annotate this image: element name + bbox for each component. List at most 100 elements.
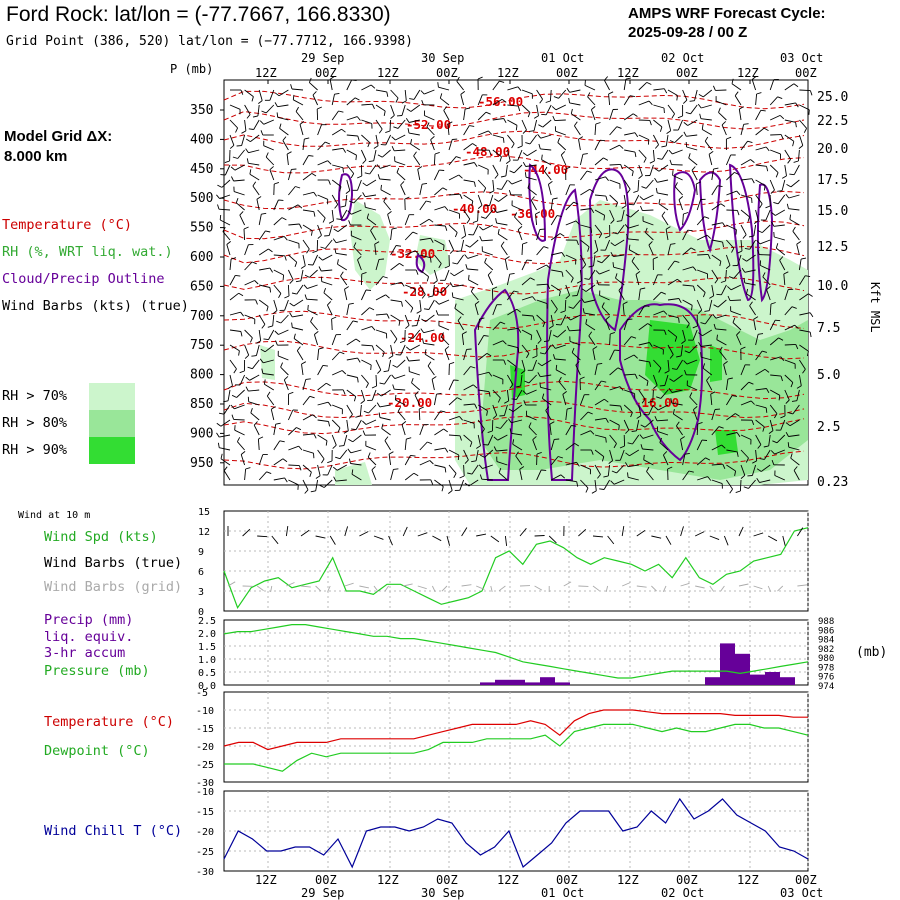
wind-barb — [244, 329, 253, 339]
wind-barb — [740, 364, 746, 376]
wind-barb-flag — [692, 266, 697, 271]
precip-bar-7 — [720, 643, 735, 685]
wind-barb — [793, 470, 800, 481]
wind-barb — [388, 359, 392, 371]
wind-barb — [759, 239, 771, 245]
wind-barb-flag — [479, 454, 485, 458]
wind-barb-flag — [383, 110, 386, 116]
wind-barb — [302, 433, 314, 436]
wind-barb-flag — [771, 459, 775, 465]
grid-wind-barb-26 — [605, 585, 609, 593]
wind-barb-flag — [511, 398, 517, 400]
wind-barb-flag — [778, 395, 781, 401]
top-date-label-3: 02 Oct — [661, 51, 704, 65]
wind-barb-flag — [501, 98, 507, 103]
wind-barb — [521, 359, 526, 371]
wind-barb — [284, 299, 289, 311]
wind-barb — [507, 359, 517, 367]
wind-barb-flag — [357, 357, 361, 363]
wind-barb — [517, 229, 523, 241]
wind-barb — [569, 340, 581, 346]
wind-barb — [686, 134, 698, 137]
wind-barb-flag — [266, 391, 271, 397]
wind-barb-flag — [473, 162, 478, 167]
wind-barb-flag — [597, 260, 602, 264]
wind-barb — [448, 209, 460, 215]
wind-barb-flag — [541, 393, 545, 399]
wind-barb — [726, 449, 738, 453]
wind-barb — [229, 134, 235, 146]
wind-barb-flag — [578, 136, 584, 140]
wind-barb-flag — [517, 328, 522, 333]
wind-barb — [352, 434, 362, 443]
wind-barb-flag — [255, 299, 258, 305]
wind-barb — [730, 284, 742, 291]
wind-barb-flag — [404, 196, 410, 200]
wind-barb — [799, 104, 810, 111]
wind-barb — [656, 419, 669, 422]
wind-barb-flag — [547, 284, 551, 289]
wind-barb-flag — [322, 217, 326, 223]
wind-barb — [624, 373, 636, 376]
wind-barb-flag — [444, 346, 450, 351]
wind-barb — [408, 359, 420, 362]
temp-label--20_00: -20.00 — [387, 395, 432, 410]
wind-barb-flag — [808, 293, 813, 297]
wind-barb — [555, 344, 566, 349]
wind-barb-flag — [406, 346, 411, 351]
wind-barb — [220, 458, 231, 466]
wind-barb-flag — [544, 166, 548, 172]
precip-ytick-1_5: 1.5 — [198, 642, 216, 653]
wind-barb — [594, 449, 605, 457]
wind-barb-flag — [509, 170, 515, 174]
wind-barb — [264, 383, 275, 391]
wind-barb — [317, 194, 328, 200]
wind-barb — [657, 192, 669, 196]
wind-barb-flag — [239, 211, 244, 216]
true-wind-barb-16 — [461, 527, 468, 537]
wind-barb — [317, 141, 326, 151]
wind-barb — [365, 206, 377, 211]
wind-barb-flag — [677, 115, 683, 119]
wind-barb-flag — [327, 401, 332, 407]
wind-barb-flag — [470, 366, 476, 369]
wind-barb — [312, 254, 319, 266]
wind-barb-flag — [284, 255, 287, 261]
wind-barb — [273, 235, 285, 241]
wind-barb-flag — [644, 227, 648, 233]
wind-barb-flag — [339, 186, 342, 192]
top-hour-label-3: 00Z — [436, 66, 458, 80]
wind-barb — [434, 206, 446, 211]
wind-barb-flag — [426, 276, 430, 282]
wind-barb-flag — [780, 134, 784, 140]
wind-barb-flag — [532, 315, 535, 321]
height-tick-5_0: 5.0 — [817, 368, 840, 383]
wind-barb-flag — [745, 457, 749, 463]
wind-barb — [594, 398, 605, 406]
wind-barb — [570, 314, 581, 321]
wind-barb — [609, 144, 620, 151]
wind-barb — [404, 231, 414, 241]
wind-barb-flag — [240, 89, 244, 95]
wind-barb — [448, 139, 453, 151]
wind-barb-flag — [543, 340, 549, 343]
wind-barb-flag — [687, 229, 693, 232]
wind-barb — [536, 89, 543, 100]
wind-barb-flag — [378, 128, 383, 134]
wind-barb-flag — [405, 118, 410, 123]
wind-barb — [375, 294, 386, 301]
wind-barb — [555, 104, 566, 111]
wind-barb-flag — [514, 212, 518, 218]
wind-barb-flag — [654, 416, 658, 421]
wind-barb — [636, 419, 640, 431]
wind-barb — [419, 184, 423, 196]
wind-barb — [784, 306, 793, 316]
wind-barb — [492, 321, 501, 331]
wind-barb — [580, 188, 591, 196]
wind-barb-flag — [340, 205, 346, 208]
wind-barb — [667, 89, 678, 96]
precip-bar-11 — [780, 677, 795, 685]
cloud-outline-7 — [673, 171, 697, 232]
wind-barb — [635, 274, 640, 286]
wind-barb-flag — [750, 159, 755, 163]
